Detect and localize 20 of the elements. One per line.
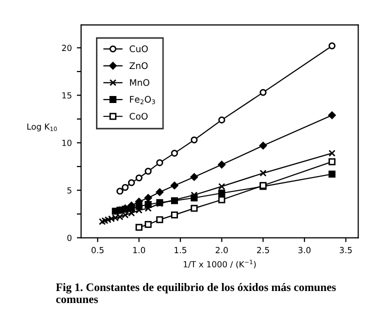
legend-label: CuO — [130, 45, 148, 52]
legend-label: ZnO — [130, 62, 148, 70]
x-tick-label: 0.5 — [92, 246, 104, 254]
x-tick-label: 2.5 — [257, 246, 269, 254]
x-tick-label: 3.0 — [298, 246, 311, 254]
x-tick-label: 1.5 — [174, 247, 186, 254]
y-tick-label: 10 — [62, 140, 72, 146]
x-tick-label: 3.5 — [340, 246, 352, 254]
y-axis-title: Log K$_{10}$ — [27, 124, 57, 132]
x-tick-label: 2.0 — [216, 246, 228, 254]
legend-label: MnO — [130, 79, 150, 86]
y-tick-label: 0 — [67, 234, 72, 242]
y-tick-label: 20 — [62, 44, 72, 52]
y-tick-label: 5 — [67, 187, 72, 194]
caption: Fig 1. Constantes de equilibrio de los óxidos más comunes comunes — [56, 283, 336, 304]
x-tick-label: 1.0 — [133, 246, 146, 254]
x-axis-title: 1/T x 1000 / (K$^{−1}$) — [184, 260, 256, 268]
legend-label: Fe$_{2}$O$_{3}$ — [130, 96, 156, 104]
y-tick-label: 15 — [62, 92, 72, 99]
legend-label: CoO — [130, 112, 148, 120]
